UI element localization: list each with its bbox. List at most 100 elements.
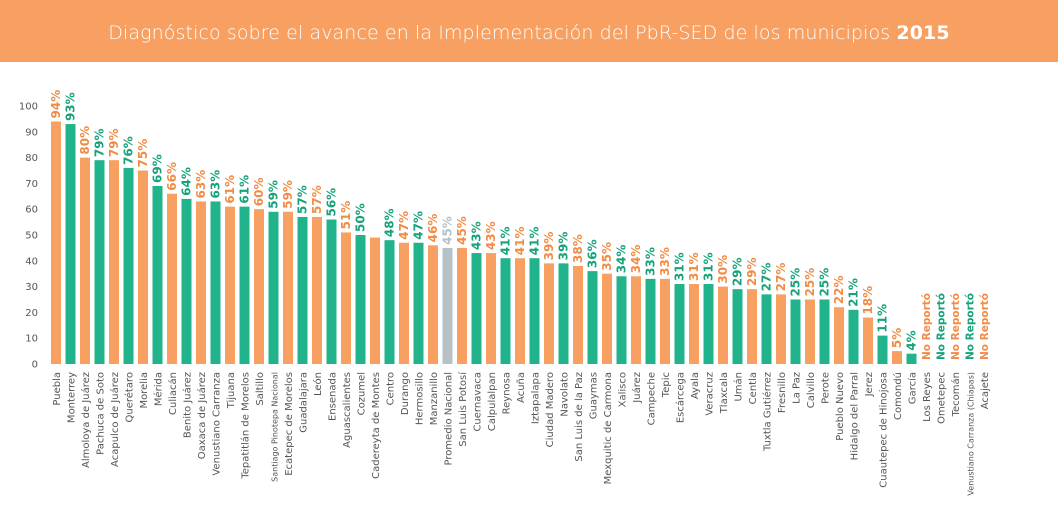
y-axis: 0 10 20 30 40 50 60 70 80 90 100: [19, 102, 38, 371]
x-tick-label: Ciudad Madero: [545, 372, 556, 447]
bar: [863, 317, 873, 364]
y-tick-label: 100: [19, 102, 38, 113]
x-tick-label: Cadereyta de Montes: [371, 372, 382, 479]
value-label: 64%: [180, 167, 194, 196]
x-tick-label: Navolato: [560, 372, 571, 417]
bar: [834, 307, 844, 364]
bar: [225, 206, 235, 364]
value-label: 33%: [658, 247, 672, 276]
value-label: 76%: [122, 136, 136, 165]
x-tick-label: Guaymas: [589, 372, 600, 419]
x-tick-label: Tecomán: [950, 372, 962, 417]
bar: [689, 284, 699, 364]
x-tick-label: Monterrey: [67, 372, 78, 423]
bar: [660, 278, 670, 364]
x-tick-label: Tuxtla Gutiérrez: [762, 372, 774, 452]
bar: [355, 235, 366, 364]
value-label: 63%: [209, 170, 223, 199]
x-tick-label: Acajete: [980, 372, 991, 409]
value-label: No Reportó: [965, 293, 977, 360]
x-tick-label: Veracruz: [705, 372, 716, 416]
x-tick-label: Saltillo: [255, 372, 266, 406]
bar: [718, 286, 728, 364]
x-tick-label: Tijuana: [226, 372, 237, 409]
x-tick-label: Los Reyes: [922, 372, 933, 422]
value-label: 39%: [542, 232, 556, 261]
bar: [283, 211, 293, 364]
value-label: 34%: [615, 245, 629, 274]
chart-title-year: 2015: [896, 22, 950, 44]
value-label: 66%: [165, 162, 179, 191]
x-tick-label: Ayala: [690, 372, 701, 399]
x-tick-label: Jerez: [864, 372, 875, 397]
x-tick-label: Puebla: [52, 372, 63, 406]
bar: [442, 247, 453, 364]
value-label: 45%: [455, 216, 469, 245]
x-tick-label: Pueblo Nuevo: [835, 372, 846, 441]
x-tick-label: Guadalajara: [299, 372, 310, 433]
bar: [123, 167, 134, 364]
value-label: 27%: [774, 263, 788, 292]
bar: [326, 219, 337, 364]
x-tick-label: Xalisco: [618, 372, 629, 407]
value-label: 31%: [673, 252, 687, 281]
value-label: 31%: [702, 252, 716, 281]
x-tick-label: Venustiano Carranza: [212, 372, 223, 476]
value-label: 59%: [267, 180, 281, 209]
x-tick-label: Calpulalpan: [487, 372, 498, 431]
value-label: 35%: [600, 242, 614, 271]
bar: [167, 193, 177, 364]
value-label: 29%: [745, 257, 759, 286]
bar: [515, 258, 525, 364]
x-axis-labels: Puebla Monterrey Almoloya de Juárez Pachuca…: [52, 371, 991, 496]
value-label: No Reportó: [950, 293, 962, 360]
value-label: 27%: [760, 263, 774, 292]
bar: [805, 299, 815, 364]
bar: [906, 353, 917, 364]
value-labels: 94% 93%80% 79% 79% 76% 75%69% 66% 64% 63% 63% 61% 6…: [49, 90, 991, 360]
bar: [80, 157, 90, 364]
x-tick-label: Mérida: [153, 372, 165, 406]
value-label: 25%: [789, 268, 803, 297]
value-label: 36%: [586, 239, 600, 268]
x-tick-label: Hidalgo del Parral: [850, 372, 861, 460]
bar: [892, 351, 902, 364]
value-label: No Reportó: [921, 293, 933, 360]
value-label: 80%: [78, 126, 92, 155]
value-label: 45%: [441, 216, 455, 245]
bar: [428, 245, 438, 364]
x-tick-label: Campeche: [647, 372, 658, 425]
bar: [529, 258, 540, 364]
x-tick-label: Oaxaca de Juárez: [196, 372, 208, 459]
bar: [65, 124, 76, 364]
x-tick-label: Mexquitic de Carmona: [603, 372, 614, 484]
bar: [370, 237, 380, 364]
x-tick-label: Santiago Pinotepa Nacional: [271, 372, 280, 482]
bar: [312, 216, 322, 364]
x-tick-label: Tepatitlán de Morelos: [240, 372, 252, 480]
x-tick-label: Ometepec: [937, 372, 948, 424]
x-tick-label: Cozumel: [357, 372, 368, 415]
bar: [732, 289, 743, 364]
bar: [486, 253, 496, 364]
x-tick-label: Calvillo: [806, 372, 817, 408]
bar: [761, 294, 772, 364]
bar: [573, 265, 583, 364]
value-label: 5%: [890, 328, 904, 348]
bar: [384, 240, 395, 364]
chart-title: Diagnóstico sobre el avance en la Implem…: [0, 0, 1058, 62]
x-tick-label: Tlaxcala: [719, 372, 730, 414]
bar: [587, 271, 598, 364]
x-tick-label: Hermosillo: [415, 372, 426, 425]
bar: [181, 198, 192, 364]
x-tick-label: Tepic: [661, 372, 672, 398]
bar: [138, 170, 148, 364]
bar: [790, 299, 801, 364]
y-tick-label: 50: [25, 231, 38, 242]
bar: [471, 253, 482, 364]
bar: [413, 242, 424, 364]
value-label: 22%: [832, 276, 846, 305]
bar: [747, 289, 757, 364]
bar: [631, 276, 641, 364]
x-tick-label: Almoloya de Juárez: [80, 372, 92, 468]
